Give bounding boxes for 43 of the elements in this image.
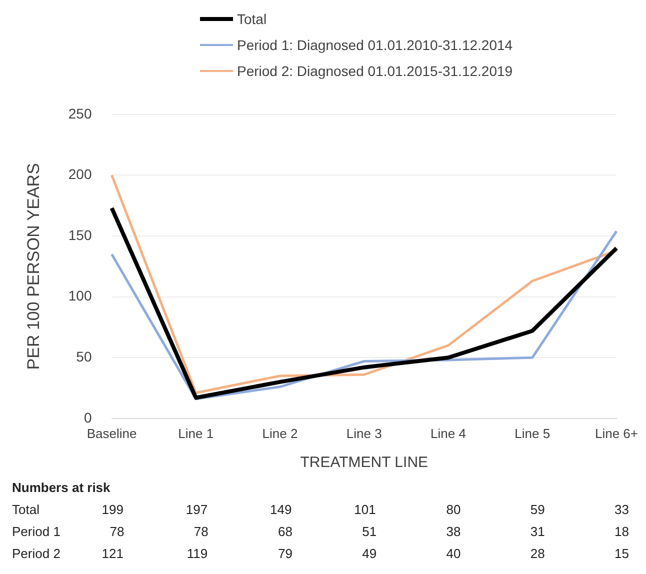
text: 28	[530, 546, 545, 561]
text: 80	[446, 502, 461, 517]
x-tick-label: Line 1	[178, 426, 214, 441]
text: 101	[354, 502, 376, 517]
text: 199	[102, 502, 124, 517]
text: 121	[102, 546, 124, 561]
x-tick-label: Line 5	[514, 426, 550, 441]
x-tick-label: Line 6+	[594, 426, 638, 441]
text: 15	[614, 546, 629, 561]
legend-label: Period 1: Diagnosed 01.01.2010-31.12.2014	[237, 37, 513, 53]
x-tick-label: Line 3	[346, 426, 382, 441]
text: Total	[12, 502, 40, 517]
text: 78	[110, 524, 124, 539]
y-axis-title: PER 100 PERSON YEARS	[24, 163, 43, 370]
legend-label: Period 2: Diagnosed 01.01.2015-31.12.2019	[237, 63, 513, 79]
text: 31	[530, 524, 545, 539]
text: 38	[446, 524, 461, 539]
text: 79	[278, 546, 292, 561]
text: 119	[186, 546, 208, 561]
text: 59	[530, 502, 545, 517]
text: 18	[614, 524, 629, 539]
text: 51	[362, 524, 377, 539]
text: 149	[270, 502, 292, 517]
x-axis-title: TREATMENT LINE	[300, 454, 428, 472]
text: 33	[614, 502, 629, 517]
text: Numbers at risk	[12, 480, 110, 495]
text: 78	[194, 524, 208, 539]
legend-label: Total	[237, 11, 267, 27]
text: Period 1	[12, 524, 60, 539]
x-tick-label: Line 4	[430, 426, 466, 441]
y-tick-label: 200	[68, 166, 92, 182]
y-tick-label: 50	[76, 348, 92, 364]
y-tick-label: 100	[68, 288, 92, 304]
x-tick-label: Baseline	[86, 426, 137, 441]
text: Period 2	[12, 546, 60, 561]
text: 197	[186, 502, 208, 517]
x-tick-label: Line 2	[262, 426, 298, 441]
text: 49	[362, 546, 377, 561]
y-tick-label: 150	[68, 226, 92, 243]
text: 40	[446, 546, 461, 561]
text: 68	[278, 524, 292, 539]
y-tick-label: 250	[68, 105, 92, 122]
y-tick-label: 0	[84, 409, 92, 426]
